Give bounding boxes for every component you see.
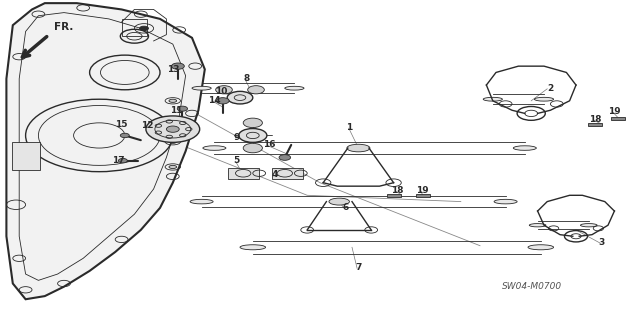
Text: 9: 9 [234,133,240,141]
Ellipse shape [285,86,304,90]
Circle shape [227,91,253,104]
Text: 4: 4 [272,170,278,179]
Ellipse shape [534,97,554,101]
Bar [122,19,147,36]
Text: 18: 18 [390,186,403,195]
Text: 13: 13 [166,65,179,74]
Circle shape [216,86,232,94]
Text: FR.: FR. [54,21,74,32]
Ellipse shape [169,165,177,169]
Text: 16: 16 [262,140,275,149]
Circle shape [146,116,200,142]
Ellipse shape [580,224,597,227]
Ellipse shape [169,99,177,102]
Circle shape [248,86,264,94]
Bar [272,168,303,179]
Circle shape [243,118,262,128]
Bar [416,194,430,197]
Text: 3: 3 [598,238,605,247]
Text: 12: 12 [141,122,154,130]
Ellipse shape [192,86,211,90]
Circle shape [177,106,188,111]
Ellipse shape [169,140,177,143]
Circle shape [216,98,229,104]
Text: 11: 11 [170,106,182,115]
Ellipse shape [513,146,536,150]
Circle shape [243,143,262,153]
Circle shape [140,26,148,31]
Circle shape [172,63,184,69]
Circle shape [118,158,127,163]
Text: 14: 14 [208,96,221,105]
Ellipse shape [190,199,213,204]
Text: 19: 19 [608,107,621,116]
Ellipse shape [347,144,370,152]
Ellipse shape [483,97,502,101]
Ellipse shape [240,245,266,250]
Ellipse shape [329,198,349,205]
Circle shape [120,133,129,138]
Text: 1: 1 [346,123,352,132]
Bar [611,117,625,120]
Ellipse shape [494,199,517,204]
Bar [588,123,602,126]
Text: 8: 8 [243,74,250,83]
Bar [387,194,401,197]
Ellipse shape [203,146,226,150]
Circle shape [239,129,267,142]
Text: 18: 18 [589,115,602,124]
Text: 15: 15 [115,120,128,129]
Ellipse shape [528,245,554,250]
Circle shape [279,155,291,160]
Polygon shape [6,3,205,299]
Ellipse shape [529,224,546,227]
Text: 2: 2 [547,84,554,93]
Text: 7: 7 [355,263,362,272]
Text: SW04-M0700: SW04-M0700 [502,282,563,291]
Text: 5: 5 [234,156,240,165]
Text: 6: 6 [342,203,349,212]
Bar [12,142,40,170]
Circle shape [166,126,179,132]
Text: 17: 17 [112,156,125,165]
Bar [228,168,259,179]
Text: 19: 19 [416,186,429,195]
Text: 10: 10 [214,87,227,96]
